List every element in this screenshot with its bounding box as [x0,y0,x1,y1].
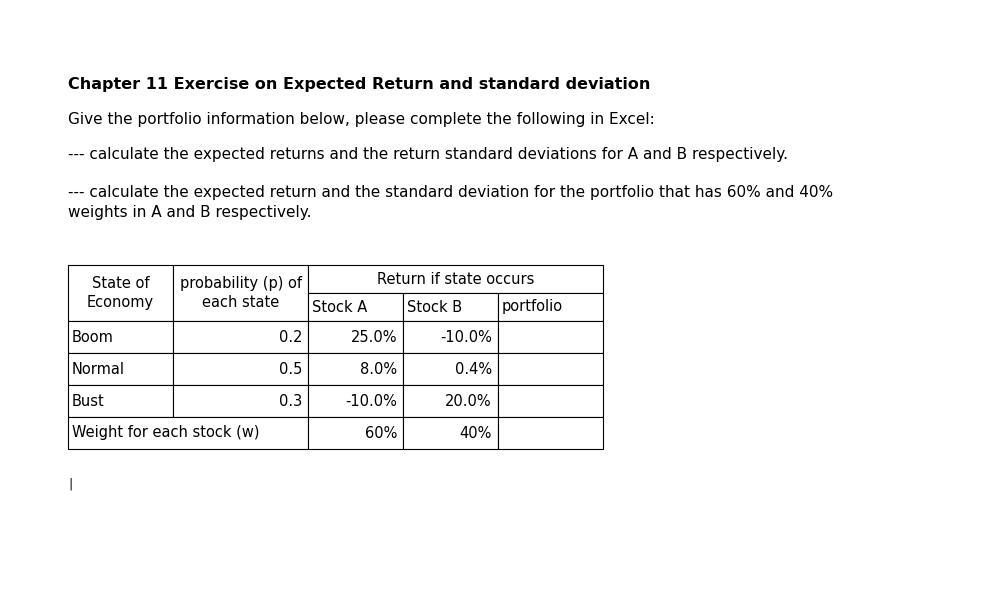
Text: 8.0%: 8.0% [360,362,397,377]
Text: 0.3: 0.3 [279,393,302,408]
Text: State of
Economy: State of Economy [87,275,154,311]
Text: |: | [68,478,72,491]
Text: Bust: Bust [72,393,105,408]
Text: Return if state occurs: Return if state occurs [377,272,534,287]
Text: --- calculate the expected returns and the return standard deviations for A and : --- calculate the expected returns and t… [68,147,788,162]
Text: Weight for each stock (w): Weight for each stock (w) [72,426,260,440]
Text: 25.0%: 25.0% [351,330,397,344]
Text: 0.5: 0.5 [279,362,302,377]
Text: portfolio: portfolio [502,300,563,315]
Text: -10.0%: -10.0% [441,330,492,344]
Text: 20.0%: 20.0% [446,393,492,408]
Text: probability (p) of
each state: probability (p) of each state [180,275,302,311]
Text: Stock A: Stock A [312,300,368,315]
Text: Stock B: Stock B [407,300,463,315]
Text: 60%: 60% [365,426,397,440]
Text: 0.2: 0.2 [279,330,302,344]
Text: 0.4%: 0.4% [455,362,492,377]
Text: 40%: 40% [460,426,492,440]
Text: Normal: Normal [72,362,125,377]
Text: Give the portfolio information below, please complete the following in Excel:: Give the portfolio information below, pl… [68,112,654,127]
Text: Boom: Boom [72,330,114,344]
Text: -10.0%: -10.0% [345,393,397,408]
Text: Chapter 11 Exercise on Expected Return and standard deviation: Chapter 11 Exercise on Expected Return a… [68,77,650,92]
Text: --- calculate the expected return and the standard deviation for the portfolio t: --- calculate the expected return and th… [68,185,833,220]
